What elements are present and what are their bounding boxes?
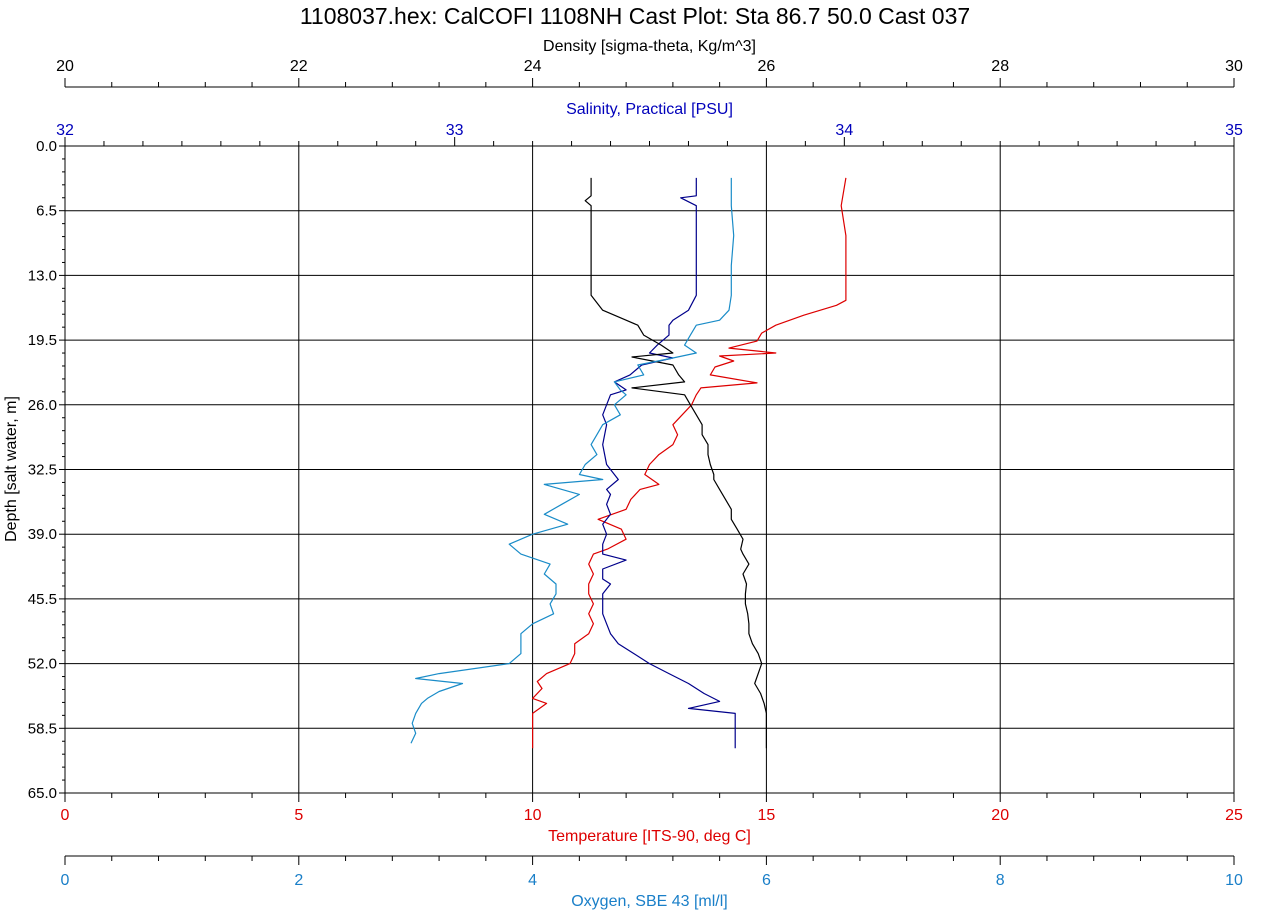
density-profile-line bbox=[584, 177, 768, 749]
depth-tick-label: 19.5 bbox=[28, 332, 57, 349]
temperature-axis-title: Temperature [ITS-90, deg C] bbox=[548, 828, 751, 845]
salinity-axis-title: Salinity, Practical [PSU] bbox=[566, 101, 733, 118]
density-tick-label: 20 bbox=[56, 58, 74, 75]
salinity-profile-line bbox=[602, 177, 736, 749]
depth-tick-label: 26.0 bbox=[28, 397, 57, 414]
salinity-tick-label: 32 bbox=[56, 122, 74, 139]
oxygen-tick-label: 4 bbox=[528, 872, 537, 889]
density-tick-label: 28 bbox=[991, 58, 1009, 75]
density-tick-label: 30 bbox=[1225, 58, 1243, 75]
density-tick-label: 22 bbox=[290, 58, 308, 75]
oxygen-tick-label: 2 bbox=[294, 872, 303, 889]
density-tick-label: 26 bbox=[758, 58, 776, 75]
depth-tick-label: 58.5 bbox=[28, 720, 57, 737]
depth-tick-label: 65.0 bbox=[28, 785, 57, 802]
temperature-tick-label: 20 bbox=[991, 807, 1009, 824]
plot-frame bbox=[64, 145, 1235, 794]
density-axis-title: Density [sigma-theta, Kg/m^3] bbox=[543, 38, 756, 55]
depth-tick-label: 32.5 bbox=[28, 462, 57, 479]
chart-title: 1108037.hex: CalCOFI 1108NH Cast Plot: S… bbox=[300, 3, 970, 29]
oxygen-tick-label: 0 bbox=[61, 872, 70, 889]
depth-tick-label: 13.0 bbox=[28, 267, 57, 284]
salinity-tick-label: 35 bbox=[1225, 122, 1243, 139]
temperature-tick-label: 25 bbox=[1225, 807, 1243, 824]
series bbox=[410, 177, 847, 749]
temperature-profile-line bbox=[531, 177, 847, 749]
temperature-tick-label: 10 bbox=[524, 807, 542, 824]
temperature-tick-label: 0 bbox=[61, 807, 70, 824]
salinity-tick-label: 33 bbox=[446, 122, 464, 139]
oxygen-profile-line bbox=[410, 177, 735, 744]
temperature-tick-label: 15 bbox=[758, 807, 776, 824]
depth-tick-label: 45.5 bbox=[28, 591, 57, 608]
density-tick-label: 24 bbox=[524, 58, 542, 75]
depth-tick-label: 39.0 bbox=[28, 526, 57, 543]
oxygen-tick-label: 6 bbox=[762, 872, 771, 889]
depth-tick-label: 0.0 bbox=[36, 138, 57, 155]
depth-tick-label: 52.0 bbox=[28, 656, 57, 673]
y-axis-title: Depth [salt water, m] bbox=[3, 396, 20, 542]
depth-tick-label: 6.5 bbox=[36, 203, 57, 220]
oxygen-tick-label: 10 bbox=[1225, 872, 1243, 889]
oxygen-axis-title: Oxygen, SBE 43 [ml/l] bbox=[571, 893, 728, 910]
salinity-tick-label: 34 bbox=[835, 122, 853, 139]
temperature-tick-label: 5 bbox=[294, 807, 303, 824]
oxygen-tick-label: 8 bbox=[996, 872, 1005, 889]
grid bbox=[65, 146, 1234, 793]
axes: 0.06.513.019.526.032.539.045.552.058.565… bbox=[28, 38, 1243, 910]
